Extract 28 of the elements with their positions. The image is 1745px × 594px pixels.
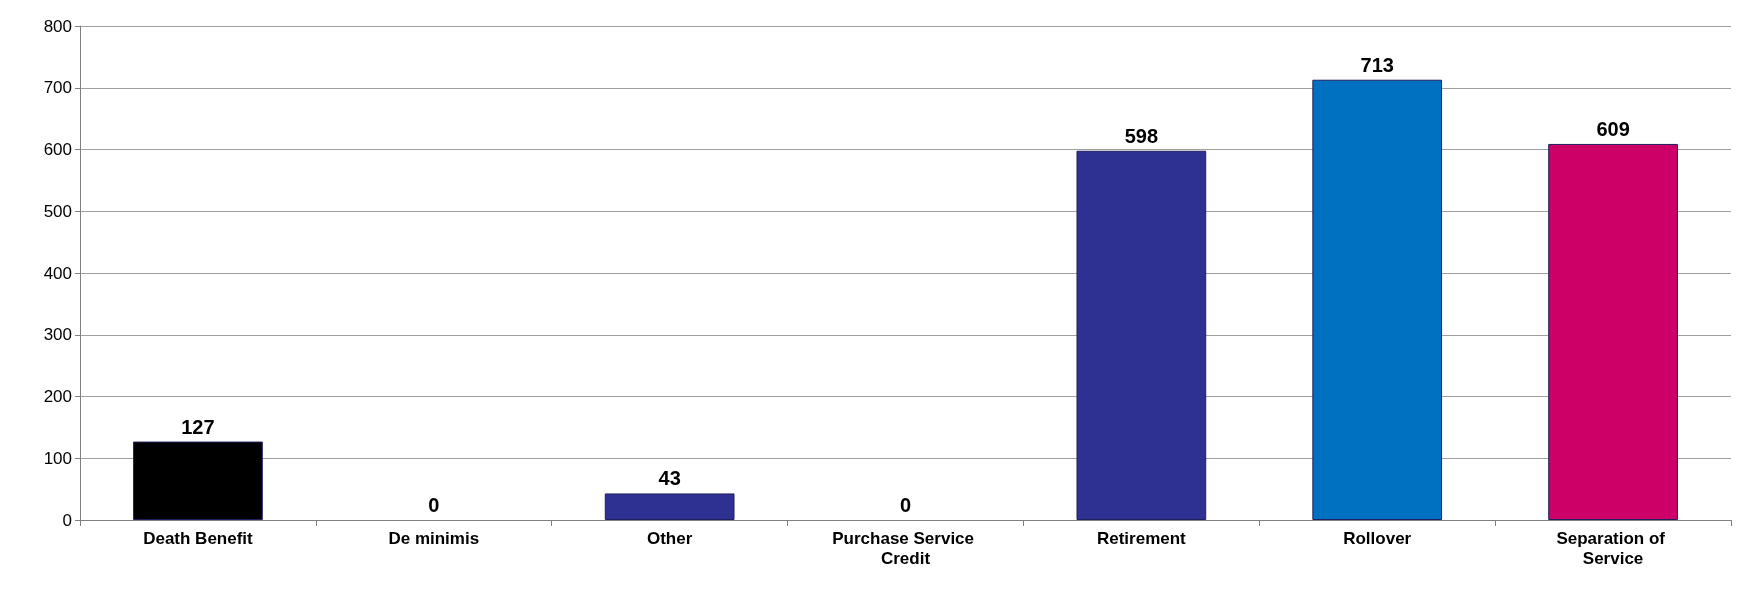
bar bbox=[133, 441, 263, 520]
x-tick-label: Rollover bbox=[1343, 528, 1412, 548]
y-tick-label: 400 bbox=[43, 263, 72, 283]
x-tick-label: Death Benefit bbox=[143, 528, 254, 548]
data-label: 598 bbox=[1124, 124, 1159, 147]
data-label: 43 bbox=[658, 467, 681, 490]
bar bbox=[1548, 143, 1678, 520]
bar bbox=[1076, 150, 1207, 520]
x-tick-label: Purchase Service Credit bbox=[832, 528, 979, 568]
y-tick-label: 700 bbox=[43, 78, 72, 98]
data-label: 713 bbox=[1360, 53, 1394, 76]
bar bbox=[1312, 79, 1443, 520]
y-tick-label: 600 bbox=[43, 140, 72, 159]
data-label: 0 bbox=[899, 494, 912, 516]
y-tick-label: 800 bbox=[43, 16, 72, 36]
x-tick-label: Retirement bbox=[1096, 528, 1187, 548]
y-tick-label: 100 bbox=[43, 448, 72, 468]
x-tick-label: Separation of Service bbox=[1556, 528, 1670, 568]
y-tick-label: 0 bbox=[62, 510, 72, 530]
y-tick-label: 200 bbox=[43, 387, 72, 406]
x-tick-label: De minimis bbox=[388, 528, 480, 548]
y-tick-label: 500 bbox=[43, 201, 72, 221]
x-tick-label: Other bbox=[646, 528, 693, 548]
y-tick-label: 300 bbox=[43, 325, 72, 345]
bar bbox=[604, 493, 735, 520]
data-label: 609 bbox=[1596, 117, 1630, 140]
data-label: 0 bbox=[428, 494, 440, 516]
data-label: 127 bbox=[181, 415, 215, 438]
